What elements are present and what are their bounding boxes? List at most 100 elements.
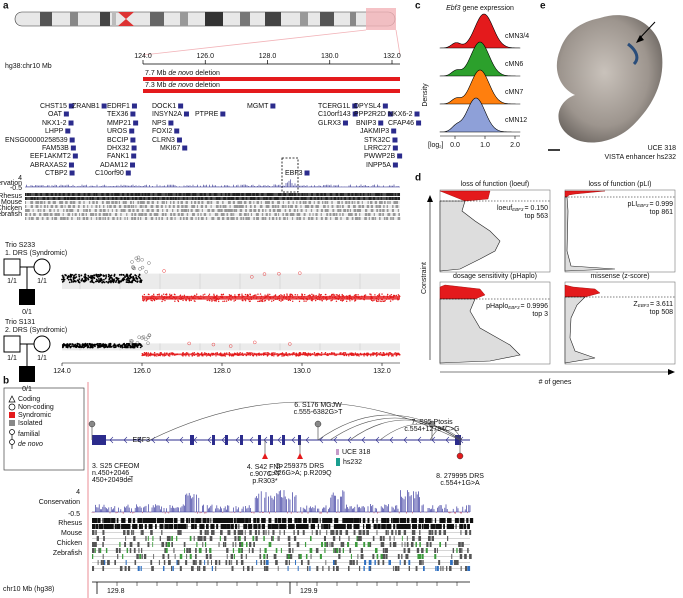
dot-red [349, 294, 351, 297]
track-block [322, 201, 324, 204]
dot-red [238, 352, 240, 355]
track-block [353, 524, 358, 529]
dot-red [324, 351, 327, 354]
dot-black [129, 277, 131, 280]
dot-red [227, 299, 230, 301]
deletion-kind: de novo [168, 70, 193, 77]
track-block [187, 209, 189, 212]
track-block [437, 548, 438, 553]
track-block [130, 205, 133, 208]
dot-red [354, 352, 357, 354]
dot-red [234, 299, 237, 302]
track-block [446, 566, 448, 571]
track-block [120, 197, 123, 200]
track-block [440, 530, 442, 535]
track-block [152, 542, 154, 547]
track-block [328, 524, 331, 529]
track-block [234, 524, 238, 529]
track-block [418, 518, 424, 523]
dot-red [395, 354, 398, 357]
track-block [71, 217, 73, 220]
track-block [253, 209, 257, 212]
track-block [309, 213, 311, 216]
species-label: Rhesus [58, 520, 82, 527]
track-block [111, 518, 116, 523]
dot-red [190, 299, 192, 302]
dot-black [80, 274, 83, 277]
track-block [450, 566, 452, 571]
track-block [200, 205, 204, 208]
track-block [175, 193, 178, 196]
track-block [336, 548, 339, 553]
track-block [88, 201, 91, 204]
dot-red [278, 297, 280, 300]
track-block [171, 518, 173, 523]
track-block [289, 213, 293, 216]
track-block [326, 542, 329, 547]
track-block [295, 524, 301, 529]
outlier [146, 341, 150, 345]
dot-red [354, 295, 357, 297]
track-block [342, 524, 346, 529]
track-block [433, 524, 436, 529]
track-block [426, 542, 429, 547]
track-block [266, 193, 270, 196]
track-block [71, 209, 74, 212]
track-block [199, 530, 203, 535]
track-block [127, 524, 130, 529]
dot-black [113, 278, 115, 281]
subplot-frame [564, 189, 676, 273]
dot-red [196, 293, 198, 295]
variant-label: c.555-6382G>T [294, 409, 344, 416]
track-block [310, 205, 314, 208]
legend-label: Isolated [18, 420, 43, 427]
track-block [161, 201, 164, 204]
track-block [132, 209, 135, 212]
track-block [208, 193, 212, 196]
track-block [382, 524, 386, 529]
dot-red [324, 293, 327, 296]
track-block [463, 524, 467, 529]
strand-arrow [123, 436, 128, 444]
track-block [329, 542, 331, 547]
track-block [240, 560, 244, 565]
track-block [144, 524, 147, 529]
dot-red [231, 354, 233, 357]
track-block [128, 209, 131, 212]
strand-arrow [277, 436, 282, 444]
dot-black [93, 274, 96, 277]
track-block [228, 524, 231, 529]
track-block [70, 197, 73, 200]
track-block [429, 542, 432, 547]
track-block [386, 197, 388, 200]
track-block [263, 566, 266, 571]
track-block [337, 524, 341, 529]
dot-black [78, 273, 80, 276]
gene-model [101, 103, 107, 109]
dot-red [320, 298, 323, 300]
dot-red [256, 355, 258, 357]
dot-red [359, 352, 362, 355]
dot-red [285, 354, 288, 357]
dot-red [259, 293, 262, 295]
track-block [348, 213, 351, 216]
dot-red [354, 353, 357, 356]
dot-red [143, 353, 146, 356]
x-tick-label: 2.0 [510, 142, 520, 149]
dot-black [115, 345, 117, 348]
track-block [227, 201, 231, 204]
track-block [424, 524, 429, 529]
dot-red [258, 352, 260, 354]
outlier [129, 340, 134, 345]
track-block [340, 524, 344, 529]
track-block [289, 554, 293, 559]
track-block [342, 193, 344, 196]
dot-red [302, 298, 305, 300]
track-block [351, 193, 354, 196]
track-block [271, 205, 274, 208]
track-block [49, 213, 53, 216]
track-block [115, 548, 119, 553]
dot-black [117, 279, 120, 282]
track-block [102, 518, 104, 523]
deletion-kind: de novo [168, 82, 193, 89]
